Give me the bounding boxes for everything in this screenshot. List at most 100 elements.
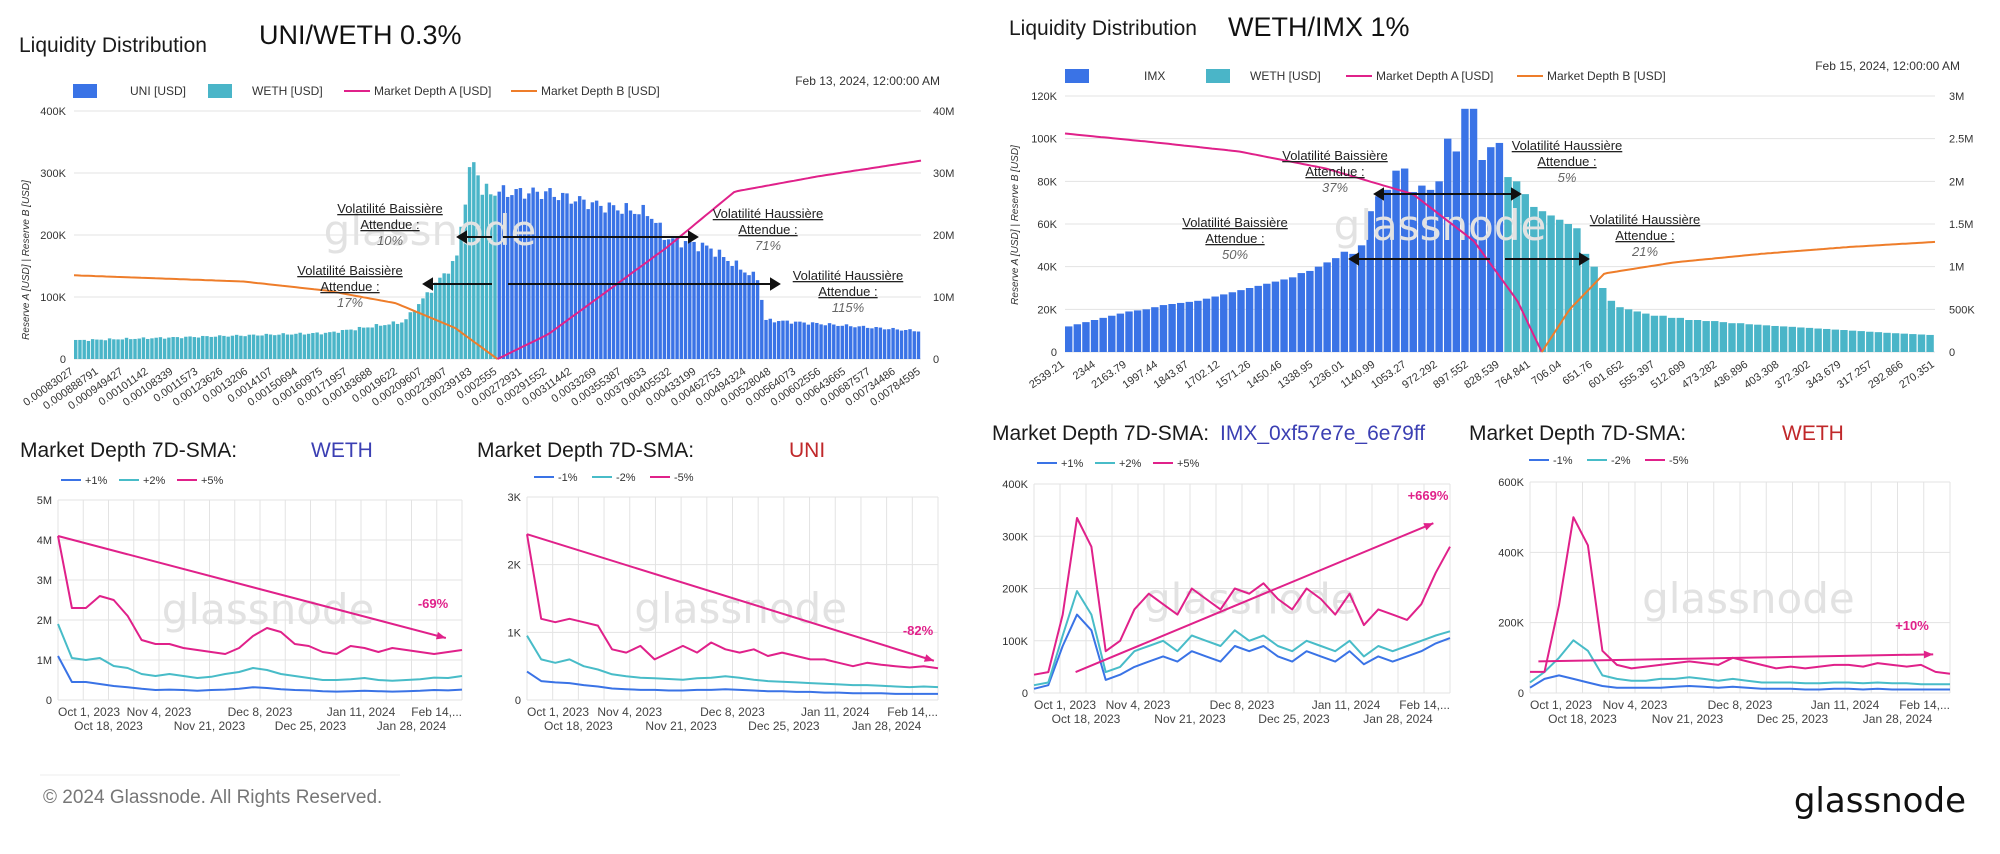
annotation-label-line2: Attendue :	[1205, 231, 1264, 246]
liquidity-bar	[425, 292, 429, 359]
liquidity-bar	[899, 330, 904, 359]
x-tick-label: Nov 21, 2023	[645, 719, 717, 733]
y-tick-label: 3M	[37, 575, 52, 587]
y-right-tick-label: 40M	[933, 106, 954, 118]
weth-liquidity-bar	[1538, 211, 1547, 352]
trend-arrow	[526, 533, 935, 662]
liquidity-bar	[442, 273, 446, 359]
imx-liquidity-bar	[1383, 189, 1392, 352]
imx-liquidity-bar	[1082, 322, 1090, 352]
liquidity-bar	[501, 185, 506, 359]
annotation-label-line2: Attendue :	[818, 284, 877, 299]
y-right-tick-label: 1M	[1949, 262, 1964, 274]
weth-depth-title-prefix: Market Depth 7D-SMA:	[20, 439, 237, 462]
liquidity-bar	[438, 277, 442, 359]
weth-liquidity-bar	[1667, 317, 1676, 352]
weth-liquidity-bar	[1754, 324, 1762, 352]
imx-liquidity-bar	[1409, 192, 1417, 352]
liquidity-bar	[489, 194, 493, 359]
liquidity-bar	[768, 318, 772, 359]
liquidity-bar	[527, 193, 531, 359]
liquidity-bar	[129, 339, 133, 359]
wethimx-panel: Liquidity Distribution WETH/IMX 1% Feb 1…	[1009, 12, 1975, 391]
liquidity-bar	[717, 249, 722, 359]
uniweth-depth-lines	[73, 159, 922, 360]
imx-liquidity-bar	[1099, 317, 1107, 352]
imx-liquidity-bar	[1151, 307, 1159, 352]
annotation-pct: 37%	[1322, 180, 1348, 195]
y-tick-label: 4M	[37, 535, 52, 547]
imx-liquidity-bar	[1176, 302, 1185, 352]
x-tick-label: Nov 4, 2023	[127, 705, 192, 719]
weth-liquidity-bar	[1676, 317, 1684, 352]
liquidity-bar	[844, 324, 849, 359]
liquidity-bar	[408, 312, 412, 359]
series-line-minus2pct	[1529, 639, 1950, 686]
uniweth-y-left-ticks: 0 100K 200K 300K 400K	[40, 106, 66, 366]
liquidity-bar	[594, 200, 599, 359]
weth-liquidity-bar	[1771, 325, 1779, 352]
imx-liquidity-bar	[1418, 185, 1426, 352]
imx-liquidity-bar	[1366, 211, 1374, 352]
weth-liquidity-bar	[1581, 253, 1590, 352]
liquidity-bar	[734, 260, 739, 359]
x-tick-label: Dec 8, 2023	[1210, 698, 1275, 712]
y-tick-label: 1K	[508, 627, 522, 639]
legend-swatch-weth	[208, 84, 232, 98]
liquidity-bar	[641, 204, 645, 359]
liquidity-bar	[82, 339, 86, 359]
imx-liquidity-bar	[1125, 311, 1133, 352]
liquidity-bar	[531, 187, 535, 359]
liquidity-bar	[683, 241, 688, 359]
trend-arrow	[57, 535, 447, 639]
weth-liquidity-bar	[1573, 228, 1581, 352]
price-tick-label: 270.351	[1897, 359, 1936, 392]
legend-label: +1%	[85, 475, 108, 487]
y-tick-label: 3K	[508, 492, 522, 504]
liquidity-bar	[311, 333, 315, 359]
y-left-tick-label: 0	[1051, 347, 1057, 359]
y-right-tick-label: 0	[1949, 347, 1955, 359]
liquidity-bar	[573, 201, 578, 359]
wethimx-price-ticks: 2539.21 23442163.791997.441843.871702.121…	[1027, 359, 1936, 392]
legend-label-imx: IMX	[1144, 69, 1165, 83]
weth-liquidity-bar	[1891, 333, 1900, 352]
imx-liquidity-bar	[1297, 273, 1305, 352]
weth-liquidity-bar	[1564, 224, 1573, 352]
x-tick-label: Dec 25, 2023	[1258, 712, 1330, 726]
weth-liquidity-bar	[1805, 327, 1814, 352]
liquidity-bar	[755, 280, 760, 359]
liquidity-bar	[912, 331, 916, 359]
liquidity-bar	[446, 273, 451, 359]
trend-delta-label: -69%	[418, 596, 449, 611]
arrowhead	[1511, 187, 1522, 201]
uniweth-y-right-ticks: 0 10M 20M 30M 40M	[933, 106, 954, 366]
liquidity-bar	[234, 334, 239, 359]
liquidity-bar	[78, 339, 82, 359]
imx-liquidity-bar	[1375, 196, 1383, 352]
liquidity-bar	[700, 242, 705, 359]
annotation-label-line2: Attendue :	[360, 217, 419, 232]
imx-liquidity-bar	[1444, 138, 1452, 352]
liquidity-bar	[836, 325, 840, 359]
x-tick-label: Dec 25, 2023	[275, 719, 347, 733]
legend-label: +5%	[1177, 458, 1200, 470]
liquidity-bar	[391, 321, 396, 359]
imx-liquidity-bar	[1220, 294, 1228, 352]
liquidity-bar	[878, 327, 883, 359]
wethimx-y-left-ticks: 0 20K 40K 60K 80K 100K 120K	[1031, 91, 1057, 359]
uniweth-bars	[74, 162, 921, 359]
weth-liquidity-bar	[1711, 321, 1719, 352]
weth-liquidity-bar	[1874, 332, 1883, 352]
liquidity-bar	[916, 331, 921, 359]
wethimx-ylabel: Reserve A [USD] | Reserve B [USD]	[1010, 145, 1021, 305]
imx-liquidity-bar	[1435, 181, 1443, 352]
liquidity-bar	[306, 333, 311, 359]
x-tick-label: Nov 21, 2023	[1154, 712, 1226, 726]
liquidity-bar	[209, 336, 213, 359]
liquidity-bar	[95, 339, 99, 359]
liquidity-bar	[798, 321, 802, 359]
imx-liquidity-bar	[1314, 266, 1323, 352]
liquidity-bar	[882, 329, 887, 359]
